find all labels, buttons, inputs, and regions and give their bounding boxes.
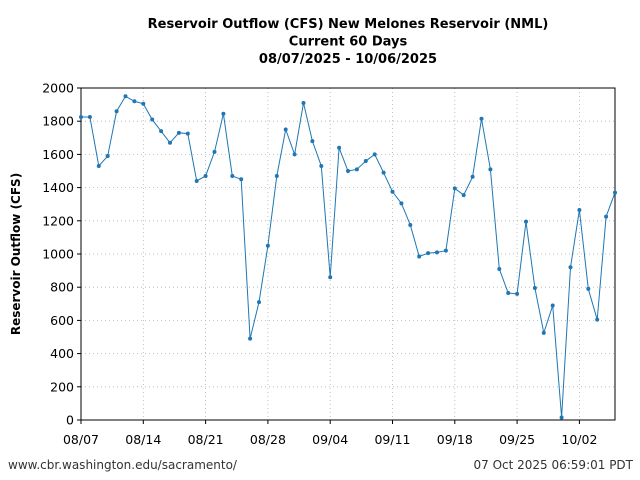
data-series xyxy=(79,94,617,420)
title-line: Current 60 Days xyxy=(289,35,408,50)
data-point xyxy=(461,193,466,198)
data-point xyxy=(248,336,253,341)
data-point xyxy=(345,169,350,174)
data-point xyxy=(256,300,261,305)
data-point xyxy=(105,154,110,159)
data-point xyxy=(479,116,484,121)
x-tick-label: 08/21 xyxy=(188,432,224,447)
data-point xyxy=(96,164,101,169)
data-point xyxy=(265,243,270,248)
data-point xyxy=(497,266,502,271)
data-point xyxy=(363,159,368,164)
axis-ticks: 0 200 400 600 800 1000 1200 1400 1600 1800 2000 08/… xyxy=(42,81,597,448)
data-point xyxy=(150,117,155,122)
data-point xyxy=(443,248,448,253)
data-point xyxy=(595,317,600,322)
data-point xyxy=(515,291,520,296)
data-point xyxy=(337,145,342,150)
series-line xyxy=(81,95,616,418)
data-point xyxy=(79,115,84,120)
y-tick-label: 800 xyxy=(50,280,74,295)
data-point xyxy=(612,190,617,195)
y-tick-label: 0 xyxy=(66,413,74,428)
data-point xyxy=(604,214,609,219)
x-tick-label: 10/02 xyxy=(561,432,597,447)
data-point xyxy=(212,149,217,154)
data-point xyxy=(452,186,457,191)
data-point xyxy=(381,170,386,175)
y-tick-label: 1200 xyxy=(42,213,74,228)
data-point xyxy=(434,250,439,255)
y-tick-label: 600 xyxy=(50,313,74,328)
data-point xyxy=(586,286,591,291)
x-tick-label: 08/14 xyxy=(125,432,161,447)
y-tick-label: 2000 xyxy=(42,81,74,96)
data-point xyxy=(203,173,208,178)
data-point xyxy=(87,115,92,120)
data-point xyxy=(114,109,119,114)
data-point xyxy=(532,286,537,291)
y-tick-label: 1000 xyxy=(42,247,74,262)
x-tick-label: 09/25 xyxy=(499,432,535,447)
y-tick-label: 1400 xyxy=(42,180,74,195)
data-point xyxy=(310,139,315,144)
data-point xyxy=(185,131,190,136)
title-line: 08/07/2025 - 10/06/2025 xyxy=(259,52,437,67)
data-point xyxy=(470,174,475,179)
grid xyxy=(80,87,615,421)
y-tick-label: 1800 xyxy=(42,114,74,129)
data-point xyxy=(488,167,493,172)
data-point xyxy=(168,140,173,145)
data-point xyxy=(132,99,137,104)
data-point xyxy=(506,291,511,296)
data-point xyxy=(159,129,164,134)
data-point xyxy=(176,130,181,135)
x-tick-label: 08/28 xyxy=(250,432,286,447)
x-tick-label: 08/07 xyxy=(63,432,99,447)
data-point xyxy=(319,164,324,169)
y-tick-label: 1600 xyxy=(42,147,74,162)
chart-title: Reservoir Outflow (CFS) New Melones Rese… xyxy=(148,17,549,67)
data-point xyxy=(372,152,377,157)
data-point xyxy=(399,201,404,206)
data-point xyxy=(141,101,146,106)
data-point xyxy=(123,94,128,99)
data-point xyxy=(523,219,528,224)
data-point xyxy=(426,251,431,256)
data-point xyxy=(239,177,244,182)
data-point xyxy=(559,415,564,420)
data-point xyxy=(221,111,226,116)
y-axis-label: Reservoir Outflow (CFS) xyxy=(9,173,23,335)
data-point xyxy=(550,303,555,308)
data-point xyxy=(274,173,279,178)
source-url-link[interactable]: www.cbr.washington.edu/sacramento/ xyxy=(8,458,237,472)
y-tick-label: 400 xyxy=(50,346,74,361)
data-point xyxy=(328,275,333,280)
data-point xyxy=(568,265,573,270)
data-point xyxy=(390,189,395,194)
x-tick-label: 09/04 xyxy=(312,432,348,447)
data-point xyxy=(230,173,235,178)
data-point xyxy=(354,167,359,172)
title-line: Reservoir Outflow (CFS) New Melones Rese… xyxy=(148,17,549,32)
x-tick-label: 09/11 xyxy=(374,432,410,447)
data-point xyxy=(577,208,582,213)
y-tick-label: 200 xyxy=(50,379,74,394)
data-point xyxy=(541,330,546,335)
data-point xyxy=(417,254,422,259)
data-point xyxy=(292,152,297,157)
data-point xyxy=(301,100,306,105)
data-point xyxy=(194,178,199,183)
data-point xyxy=(283,127,288,132)
x-tick-label: 09/18 xyxy=(437,432,473,447)
data-point xyxy=(408,222,413,227)
timestamp: 07 Oct 2025 06:59:01 PDT xyxy=(473,458,633,472)
